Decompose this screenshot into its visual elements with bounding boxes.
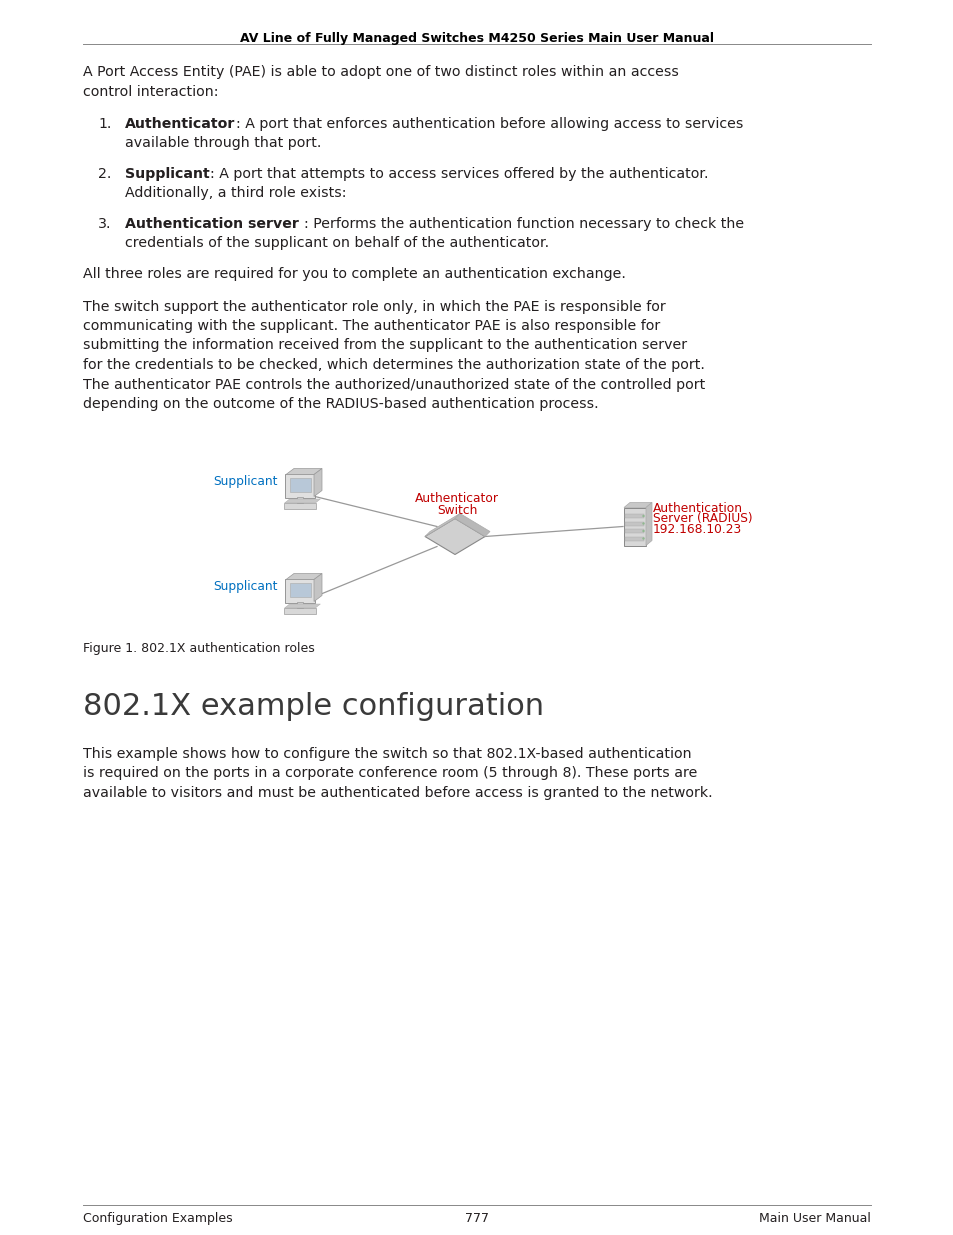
FancyBboxPatch shape (285, 578, 314, 603)
Polygon shape (286, 573, 322, 579)
FancyBboxPatch shape (284, 503, 315, 509)
Text: 2.: 2. (98, 167, 112, 182)
Text: Switch: Switch (436, 504, 476, 516)
Bar (289, 478, 310, 492)
Text: All three roles are required for you to complete an authentication exchange.: All three roles are required for you to … (83, 267, 625, 282)
Polygon shape (645, 503, 651, 546)
Text: Configuration Examples: Configuration Examples (83, 1212, 233, 1225)
Text: communicating with the supplicant. The authenticator PAE is also responsible for: communicating with the supplicant. The a… (83, 319, 659, 333)
Text: Main User Manual: Main User Manual (759, 1212, 870, 1225)
Text: This example shows how to configure the switch so that 802.1X-based authenticati: This example shows how to configure the … (83, 746, 691, 761)
Bar (625, 529, 644, 534)
Bar (289, 583, 310, 597)
Text: control interaction:: control interaction: (83, 84, 218, 99)
Text: : Performs the authentication function necessary to check the: : Performs the authentication function n… (303, 217, 742, 231)
Polygon shape (314, 468, 322, 496)
Text: Supplicant: Supplicant (213, 580, 277, 593)
Circle shape (641, 537, 644, 540)
Text: Authenticator: Authenticator (415, 492, 498, 505)
Polygon shape (424, 514, 459, 536)
Polygon shape (455, 514, 490, 536)
Text: for the credentials to be checked, which determines the authorization state of t: for the credentials to be checked, which… (83, 358, 704, 372)
Polygon shape (286, 468, 322, 474)
Text: Authentication server: Authentication server (125, 217, 298, 231)
Text: 192.168.10.23: 192.168.10.23 (652, 522, 741, 536)
FancyBboxPatch shape (284, 608, 315, 614)
Text: submitting the information received from the supplicant to the authentication se: submitting the information received from… (83, 338, 686, 352)
Text: available to visitors and must be authenticated before access is granted to the : available to visitors and must be authen… (83, 785, 712, 799)
Text: : A port that attempts to access services offered by the authenticator.: : A port that attempts to access service… (210, 167, 708, 182)
Text: Supplicant: Supplicant (213, 475, 277, 488)
Text: available through that port.: available through that port. (125, 136, 321, 149)
Text: 802.1X example configuration: 802.1X example configuration (83, 692, 543, 720)
Text: 3.: 3. (98, 217, 112, 231)
Circle shape (641, 522, 644, 525)
Text: Supplicant: Supplicant (125, 167, 210, 182)
Polygon shape (314, 573, 322, 601)
Bar (296, 496, 303, 503)
Polygon shape (284, 499, 320, 503)
Circle shape (641, 515, 644, 517)
Bar (296, 601, 303, 608)
Bar (623, 508, 645, 546)
Text: depending on the outcome of the RADIUS-based authentication process.: depending on the outcome of the RADIUS-b… (83, 396, 598, 411)
Text: 777: 777 (464, 1212, 489, 1225)
Text: Additionally, a third role exists:: Additionally, a third role exists: (125, 185, 346, 200)
Text: 1.: 1. (98, 117, 112, 131)
Text: The authenticator PAE controls the authorized/unauthorized state of the controll: The authenticator PAE controls the autho… (83, 378, 704, 391)
Text: Server (RADIUS): Server (RADIUS) (652, 511, 752, 525)
Polygon shape (623, 503, 651, 508)
Text: credentials of the supplicant on behalf of the authenticator.: credentials of the supplicant on behalf … (125, 236, 549, 249)
Bar (625, 536, 644, 541)
Text: Authentication: Authentication (652, 501, 742, 515)
Circle shape (641, 530, 644, 532)
Text: AV Line of Fully Managed Switches M4250 Series Main User Manual: AV Line of Fully Managed Switches M4250 … (240, 32, 713, 44)
Polygon shape (424, 519, 484, 555)
Text: The switch support the authenticator role only, in which the PAE is responsible : The switch support the authenticator rol… (83, 300, 665, 314)
Text: : A port that enforces authentication before allowing access to services: : A port that enforces authentication be… (235, 117, 742, 131)
Polygon shape (284, 604, 320, 608)
Bar (625, 521, 644, 526)
Text: is required on the ports in a corporate conference room (5 through 8). These por: is required on the ports in a corporate … (83, 766, 697, 781)
FancyBboxPatch shape (285, 473, 314, 498)
Text: Figure 1. 802.1X authentication roles: Figure 1. 802.1X authentication roles (83, 641, 314, 655)
Text: A Port Access Entity (PAE) is able to adopt one of two distinct roles within an : A Port Access Entity (PAE) is able to ad… (83, 65, 679, 79)
Bar (625, 514, 644, 517)
Text: Authenticator: Authenticator (125, 117, 235, 131)
